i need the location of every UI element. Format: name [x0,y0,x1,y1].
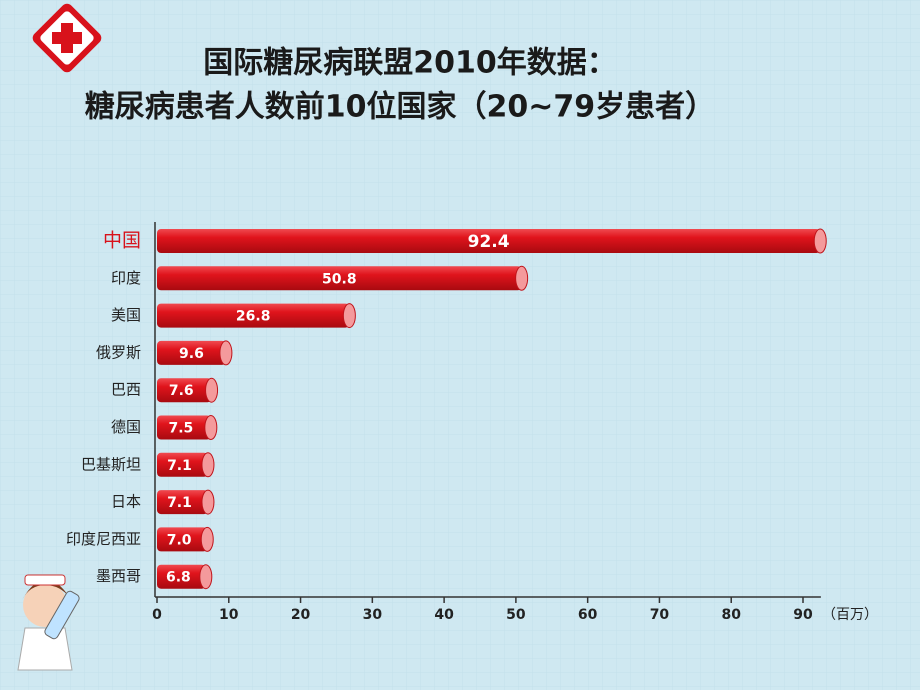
value-label: 7.1 [167,495,192,511]
x-tick-label: 60 [578,607,598,623]
y-tick-label: 德国 [111,418,141,436]
bar-cap [219,340,233,366]
bar [157,564,206,589]
bar-cap [201,452,215,478]
bar [157,229,821,253]
logo [32,3,102,73]
value-label: 9.6 [179,346,204,362]
y-tick-label: 印度 [111,269,141,287]
bar [157,490,208,515]
chart-title: 国际糖尿病联盟2010年数据： [203,46,617,81]
bar-cap [813,228,827,254]
x-tick-label: 20 [291,607,311,623]
bar-cap [205,377,219,403]
bar-cap [204,415,218,440]
value-label: 26.8 [236,309,271,325]
y-tick-label: 墨西哥 [96,567,141,585]
bar [157,415,211,440]
x-axis-label: （百万） [822,607,878,623]
bar-cap [342,303,356,329]
value-label: 7.1 [167,458,192,474]
x-tick-label: 90 [793,607,813,623]
y-tick-label: 美国 [111,306,141,324]
value-label: 7.0 [167,532,192,548]
y-tick-label: 俄罗斯 [96,343,141,361]
chart-subtitle: 糖尿病患者人数前10位国家（20~79岁患者） [85,90,715,125]
bar-cap [515,265,529,291]
bar [157,527,208,552]
x-tick-label: 70 [650,607,670,623]
bar [157,340,226,365]
y-tick-label: 印度尼西亚 [66,530,141,548]
y-tick-label: 巴基斯坦 [81,455,141,473]
bar [157,452,208,477]
x-tick-label: 30 [363,607,383,623]
bar-cap [201,489,215,515]
value-label: 6.8 [166,570,191,586]
value-label: 50.8 [322,271,357,287]
value-label: 92.4 [468,232,510,252]
x-tick-label: 10 [219,607,239,623]
bar [157,303,350,328]
bar [157,266,522,291]
bar-cap [199,564,213,590]
nurse-clipart [17,574,80,671]
y-tick-label: 日本 [111,493,141,511]
x-tick-label: 50 [506,607,526,623]
x-tick-label: 0 [152,607,162,623]
bar [157,378,212,403]
value-label: 7.5 [169,421,194,437]
x-tick-label: 40 [434,607,454,623]
bar-cap [200,526,214,552]
x-tick-label: 80 [721,607,741,623]
value-label: 7.6 [169,383,194,399]
y-tick-label: 中国 [103,230,141,252]
y-tick-label: 巴西 [111,381,141,399]
